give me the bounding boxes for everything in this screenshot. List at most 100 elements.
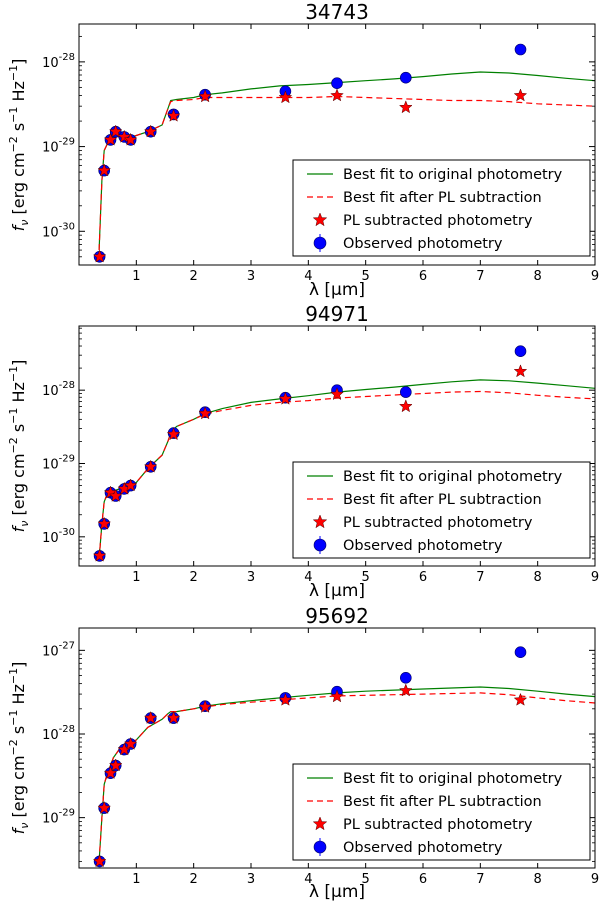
pl-subtracted-point: [166, 108, 181, 122]
x-tick-label: 8: [534, 269, 542, 284]
pl-subtracted-point: [97, 163, 112, 177]
pl-subtracted-point: [330, 386, 344, 401]
legend-pl-points-swatch: [312, 816, 328, 831]
legend-label: Observed photometry: [343, 236, 503, 252]
pl-subtracted-point: [398, 100, 413, 114]
legend-frame: [292, 763, 591, 861]
legend-label: Observed photometry: [343, 538, 503, 554]
y-axis-label-text: fν [erg cm−2 s−1 Hz−1]: [7, 360, 31, 533]
legend-label: Best fit after PL subtraction: [343, 492, 542, 508]
x-tick-label: 7: [476, 570, 484, 585]
y-axis-label: fν [erg cm−2 s−1 Hz−1]: [7, 360, 31, 533]
y-tick-label: 10-28: [42, 724, 75, 743]
x-tick-label: 9: [591, 872, 599, 887]
plot-area: [92, 646, 595, 868]
legend-label: PL subtracted photometry: [343, 515, 533, 531]
plot-area: [92, 345, 595, 562]
observed-point: [399, 386, 412, 398]
y-tick-label: 10-30: [42, 527, 75, 546]
panel-95692: 95692 fν [erg cm−2 s−1 Hz−1] 1 2 3 4 5 6 7 8 9 10…: [7, 604, 599, 902]
x-axis-label: λ [μm]: [309, 882, 365, 902]
pl-subtracted-point: [97, 516, 112, 530]
x-tick-label: 2: [190, 570, 198, 585]
pl-subtracted-point: [123, 478, 138, 492]
plot-marks: [92, 646, 595, 868]
observed-point: [331, 77, 343, 89]
pl-subtracted-point: [398, 683, 413, 697]
x-tick-label: 7: [476, 269, 484, 284]
x-tick-label: 1: [132, 872, 140, 887]
pl-subtracted-point: [513, 364, 528, 378]
x-tick-label: 5: [362, 570, 370, 585]
pl-subtracted-point: [92, 548, 107, 562]
y-tick-label: 10-30: [42, 221, 75, 240]
axis-ticks: 1 2 3 4 5 6 7 8 9 10-30 10-29 10-28: [42, 24, 599, 284]
legend-label: Best fit to original photometry: [343, 167, 563, 183]
pl-fit-line: [98, 95, 595, 251]
plot-marks: [92, 345, 595, 562]
pl-subtracted-point: [198, 699, 212, 713]
legend-label: PL subtracted photometry: [343, 213, 533, 229]
pl-subtracted-point: [123, 736, 138, 750]
legend: Best fit to original photometry Best fit …: [292, 159, 591, 257]
legend: Best fit to original photometry Best fit …: [292, 461, 591, 559]
pl-subtracted-point: [92, 854, 107, 868]
legend-label: Best fit to original photometry: [343, 469, 563, 485]
pl-subtracted-point: [513, 88, 528, 102]
axis-ticks: 1 2 3 4 5 6 7 8 9 10-29 10-28 10-27: [42, 628, 599, 887]
panel-94971: 94971 fν [erg cm−2 s−1 Hz−1] 1 2 3 4 5 6 7 8 9 10…: [7, 302, 599, 601]
legend-observed-swatch: [313, 538, 327, 552]
pl-subtracted-point: [330, 689, 344, 703]
observed-point: [514, 345, 527, 358]
x-tick-label: 6: [419, 269, 427, 284]
x-tick-label: 4: [304, 872, 312, 887]
panel-34743: 34743 fν [erg cm−2 s−1 Hz−1] 1 2 3 4 5 6 7 8 9 10…: [7, 0, 599, 300]
x-tick-label: 4: [304, 269, 312, 284]
legend: Best fit to original photometry Best fit …: [292, 763, 591, 861]
pl-subtracted-point: [278, 90, 293, 104]
pl-subtracted-point: [278, 692, 293, 706]
legend-frame: [292, 461, 591, 559]
x-tick-label: 3: [247, 269, 255, 284]
x-tick-label: 8: [534, 570, 542, 585]
pl-subtracted-point: [108, 758, 123, 772]
observed-point: [399, 71, 412, 84]
legend-observed-swatch: [313, 840, 327, 854]
pl-subtracted-point: [398, 399, 413, 413]
observed-point: [399, 671, 412, 684]
legend-pl-points-swatch: [312, 514, 328, 529]
pl-subtracted-point: [123, 132, 138, 146]
legend-observed-swatch: [313, 236, 327, 250]
legend-pl-points-swatch: [312, 212, 328, 227]
pl-subtracted-point: [198, 89, 212, 103]
x-tick-label: 6: [419, 872, 427, 887]
pl-subtracted-point: [166, 427, 181, 441]
x-tick-label: 2: [190, 872, 198, 887]
pl-subtracted-point: [103, 132, 118, 146]
pl-subtracted-point: [166, 710, 181, 724]
legend-label: Observed photometry: [343, 840, 503, 856]
x-tick-label: 3: [247, 872, 255, 887]
panel-title: 94971: [305, 302, 369, 326]
legend-frame: [292, 159, 591, 257]
y-axis-label: fν [erg cm−2 s−1 Hz−1]: [7, 59, 31, 232]
legend-label: Best fit after PL subtraction: [343, 190, 542, 206]
x-axis-label: λ [μm]: [309, 581, 365, 601]
x-tick-label: 3: [247, 570, 255, 585]
y-tick-label: 10-28: [42, 52, 75, 71]
x-tick-label: 5: [362, 872, 370, 887]
observed-point: [514, 43, 527, 56]
pl-subtracted-point: [103, 766, 118, 779]
x-tick-label: 1: [132, 269, 140, 284]
axes-frame: [78, 325, 596, 567]
x-tick-label: 6: [419, 570, 427, 585]
y-tick-label: 10-29: [42, 808, 75, 827]
x-tick-label: 9: [591, 570, 599, 585]
x-tick-label: 5: [362, 269, 370, 284]
y-tick-label: 10-28: [42, 380, 75, 399]
axes-frame: [78, 627, 596, 869]
pl-subtracted-point: [97, 800, 112, 814]
x-tick-label: 8: [534, 872, 542, 887]
y-axis-label-text: fν [erg cm−2 s−1 Hz−1]: [7, 59, 31, 232]
plot-area: [92, 43, 595, 263]
